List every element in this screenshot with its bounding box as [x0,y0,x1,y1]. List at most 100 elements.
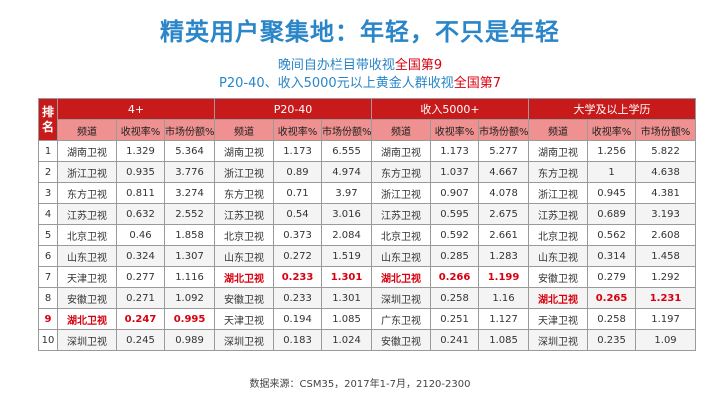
rating-cell: 0.266 [430,266,480,288]
channel-cell: 山东卫视 [214,245,275,267]
channel-cell: 浙江卫视 [528,182,589,204]
rank-cell: 6 [38,245,58,267]
table-row: 8 安徽卫视 0.271 1.092 安徽卫视 0.233 1.301 深圳卫视 0.258 1.… [38,287,697,309]
table-row: 10 深圳卫视 0.245 0.989 深圳卫视 0.183 1.024 安徽卫视 0.241 1… [38,329,697,351]
subtitle-line-1-highlight: 全国第9 [394,58,443,73]
channel-cell: 湖北卫视 [528,287,589,309]
share-cell: 4.381 [635,182,697,204]
share-cell: 1.024 [321,329,373,351]
rating-cell: 0.272 [273,245,323,267]
rating-cell: 0.595 [430,203,480,225]
channel-cell: 深圳卫视 [371,287,432,309]
table-row: 9 湖北卫视 0.247 0.995 天津卫视 0.194 1.085 广东卫视 0.251 1.… [38,308,697,330]
share-cell: 1.09 [635,329,697,351]
channel-cell: 北京卫视 [57,224,117,246]
share-cell: 1.283 [478,245,530,267]
share-cell: 4.974 [321,161,373,183]
share-cell: 5.822 [635,140,697,162]
table-row: 7 天津卫视 0.277 1.116 湖北卫视 0.233 1.301 湖北卫视 0.266 1.… [38,266,697,288]
channel-cell: 山东卫视 [528,245,589,267]
channel-cell: 浙江卫视 [57,161,117,183]
share-cell: 1.116 [163,266,216,288]
share-header: 市场份额% [163,119,216,141]
share-cell: 2.661 [478,224,530,246]
share-cell: 1.16 [478,287,530,309]
channel-cell: 东方卫视 [57,182,117,204]
share-cell: 6.555 [321,140,373,162]
share-cell: 1.199 [478,266,530,288]
channel-cell: 湖南卫视 [528,140,589,162]
share-cell: 1.197 [635,308,697,330]
channel-cell: 天津卫视 [214,308,275,330]
table-row: 3 东方卫视 0.811 3.274 东方卫视 0.71 3.97 浙江卫视 0.907 4.07… [38,182,697,204]
rating-cell: 0.71 [273,182,323,204]
channel-cell: 安徽卫视 [371,329,432,351]
rating-cell: 0.271 [116,287,165,309]
channel-header: 频道 [528,119,589,141]
group-header-p20-40: P20-40 [214,98,373,120]
rating-cell: 0.241 [430,329,480,351]
channel-cell: 江苏卫视 [528,203,589,225]
table-row: 1 湖南卫视 1.329 5.364 湖南卫视 1.173 6.555 湖南卫视 1.173 5.… [38,140,697,162]
channel-cell: 东方卫视 [214,182,275,204]
rating-header: 收视率% [273,119,323,141]
rank-header: 排名 [38,98,58,141]
rating-cell: 0.265 [587,287,637,309]
channel-cell: 江苏卫视 [371,203,432,225]
rating-header: 收视率% [430,119,480,141]
rating-cell: 0.233 [273,287,323,309]
rating-cell: 0.183 [273,329,323,351]
channel-header: 频道 [57,119,117,141]
rank-cell: 3 [38,182,58,204]
table-row: 2 浙江卫视 0.935 3.776 浙江卫视 0.89 4.974 东方卫视 1.037 4.6… [38,161,697,183]
table-row: 5 北京卫视 0.46 1.858 北京卫视 0.373 2.084 北京卫视 0.592 2.6… [38,224,697,246]
share-cell: 3.97 [321,182,373,204]
channel-header: 频道 [371,119,432,141]
share-cell: 2.552 [163,203,216,225]
channel-cell: 湖南卫视 [214,140,275,162]
share-cell: 4.638 [635,161,697,183]
channel-cell: 天津卫视 [57,266,117,288]
subtitle-line-1-text: 晚间自办栏目带收视 [277,58,395,73]
group-header-income: 收入5000+ [371,98,530,120]
data-source-note: 数据来源：CSM35，2017年1-7月，2120-2300 [249,379,471,390]
channel-cell: 东方卫视 [528,161,589,183]
share-cell: 4.078 [478,182,530,204]
rating-cell: 0.251 [430,308,480,330]
table-row: 4 江苏卫视 0.632 2.552 江苏卫视 0.54 3.016 江苏卫视 0.595 2.6… [38,203,697,225]
rating-cell: 0.373 [273,224,323,246]
share-cell: 1.292 [635,266,697,288]
rating-cell: 0.811 [116,182,165,204]
rating-cell: 0.562 [587,224,637,246]
share-cell: 1.231 [635,287,697,309]
share-cell: 4.667 [478,161,530,183]
channel-cell: 湖北卫视 [214,266,275,288]
share-header: 市场份额% [478,119,530,141]
channel-cell: 浙江卫视 [371,182,432,204]
rank-cell: 9 [38,308,58,330]
share-cell: 1.085 [321,308,373,330]
rating-cell: 0.89 [273,161,323,183]
share-cell: 1.127 [478,308,530,330]
subtitle-line-2-highlight: 全国第7 [453,76,501,91]
share-cell: 2.084 [321,224,373,246]
rating-cell: 1.173 [430,140,480,162]
page-title: 精英用户聚集地：年轻，不只是年轻 [160,18,560,46]
rank-cell: 7 [38,266,58,288]
share-cell: 1.092 [163,287,216,309]
channel-cell: 北京卫视 [528,224,589,246]
rating-cell: 1 [587,161,637,183]
rank-cell: 2 [38,161,58,183]
channel-cell: 湖北卫视 [371,266,432,288]
rating-cell: 0.285 [430,245,480,267]
channel-cell: 山东卫视 [57,245,117,267]
channel-cell: 安徽卫视 [57,287,117,309]
share-cell: 5.277 [478,140,530,162]
channel-cell: 湖北卫视 [57,308,117,330]
share-cell: 3.274 [163,182,216,204]
subtitle-line-1: 晚间自办栏目带收视全国第9 [0,58,720,74]
share-cell: 1.519 [321,245,373,267]
rating-cell: 1.256 [587,140,637,162]
share-cell: 5.364 [163,140,216,162]
channel-cell: 广东卫视 [371,308,432,330]
